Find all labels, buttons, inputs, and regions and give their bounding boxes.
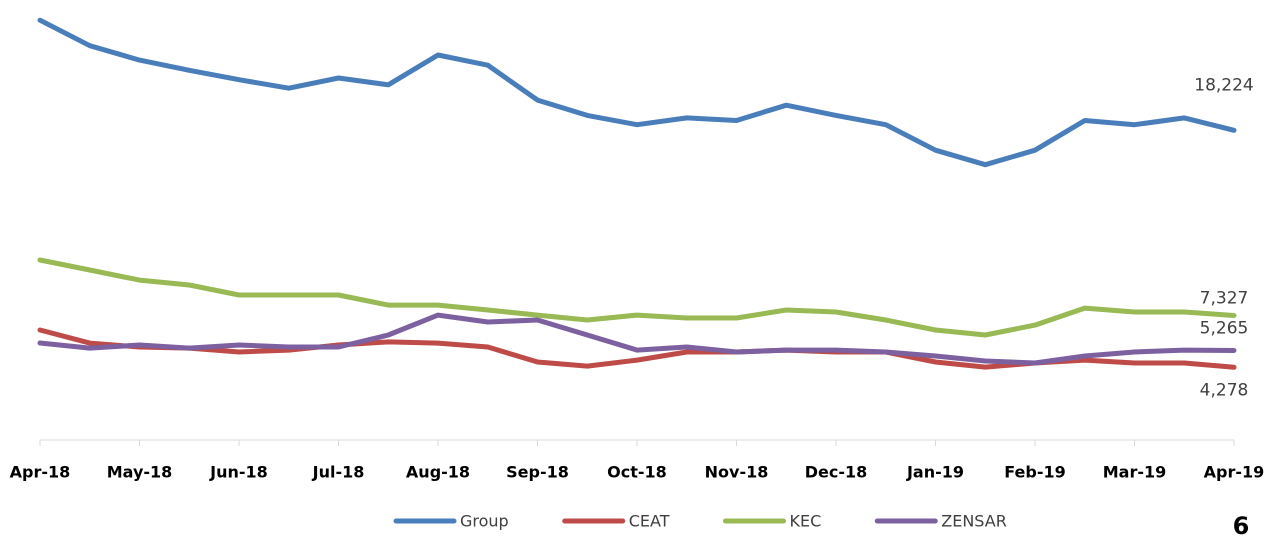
x-tick-label: Oct-18 bbox=[607, 463, 667, 482]
x-tick-label: Jul-18 bbox=[312, 463, 365, 482]
end-label: 5,265 bbox=[1200, 319, 1249, 339]
end-label: 7,327 bbox=[1200, 288, 1249, 308]
series-line bbox=[37, 17, 1237, 168]
x-tick-label: Dec-18 bbox=[805, 463, 868, 482]
x-tick-label: May-18 bbox=[107, 463, 173, 482]
end-label: 4,278 bbox=[1200, 380, 1249, 400]
end-label: 18,224 bbox=[1194, 75, 1253, 95]
x-tick-label: Apr-18 bbox=[10, 463, 71, 482]
legend-label: Group bbox=[460, 512, 509, 531]
series-line bbox=[37, 312, 1237, 366]
x-tick-label: Jan-19 bbox=[906, 463, 964, 482]
legend-label: CEAT bbox=[629, 512, 670, 531]
x-tick-label: Feb-19 bbox=[1004, 463, 1066, 482]
legend-label: KEC bbox=[789, 512, 821, 531]
x-tick-label: Sep-18 bbox=[506, 463, 569, 482]
x-tick-label: Mar-19 bbox=[1103, 463, 1167, 482]
x-tick-label: Nov-18 bbox=[705, 463, 769, 482]
x-tick-label: Aug-18 bbox=[406, 463, 470, 482]
x-tick-label: Jun-18 bbox=[209, 463, 268, 482]
page-number: 6 bbox=[1233, 512, 1250, 536]
legend-label: ZENSAR bbox=[941, 512, 1007, 531]
x-tick-label: Apr-19 bbox=[1204, 463, 1264, 482]
series-line bbox=[37, 257, 1237, 338]
